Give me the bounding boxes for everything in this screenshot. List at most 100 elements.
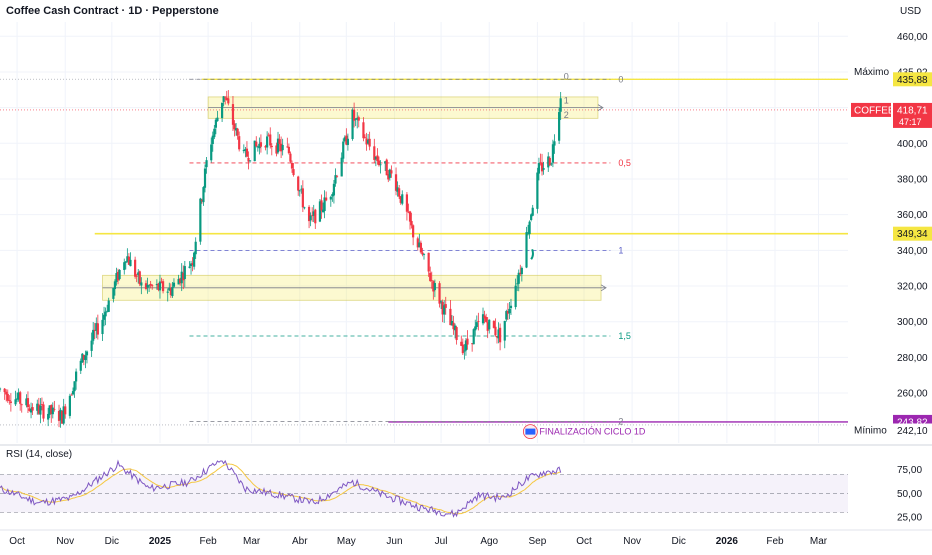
fib-levels: 0 0,5 1 1,5 2 0 1 2 xyxy=(189,71,631,427)
maximo-label: Máximo xyxy=(854,67,889,78)
price-grid xyxy=(0,22,848,443)
time-tick-label: Mar xyxy=(243,536,261,547)
candle-body xyxy=(410,220,413,226)
countdown-value: 47:17 xyxy=(899,117,922,127)
candle-body xyxy=(93,329,96,331)
candle-body xyxy=(157,283,160,290)
time-tick-label: Sep xyxy=(528,536,546,547)
rsi-label[interactable]: RSI (14, close) xyxy=(6,449,72,460)
price-tick-label: 280,00 xyxy=(897,353,928,364)
candle-body xyxy=(168,287,171,291)
candle-body xyxy=(325,197,328,201)
candle-body xyxy=(351,109,354,140)
time-tick-label: Jun xyxy=(386,536,402,547)
candle-body xyxy=(19,392,22,404)
symbol-tag-bg xyxy=(851,102,891,117)
candle-body xyxy=(519,272,522,275)
candle-body xyxy=(530,214,533,221)
candle-body xyxy=(57,411,61,421)
currency-label: USD xyxy=(900,6,921,17)
candle-body xyxy=(331,194,334,197)
candle-body xyxy=(540,162,544,172)
time-tick-label: 2026 xyxy=(716,536,739,547)
candle-body xyxy=(297,176,300,191)
candle-body xyxy=(140,282,143,286)
rsi-pane: 75,00 50,00 25,00 xyxy=(0,459,922,524)
candle-body xyxy=(307,206,311,222)
candle-body xyxy=(477,321,480,322)
time-axis[interactable]: Oct Nov Dic 2025 Feb Mar Abr May Jun Jul Ago Sep Oct… xyxy=(9,536,827,547)
candle-body xyxy=(200,200,204,201)
candle-body xyxy=(474,326,477,331)
price-axis[interactable]: 260,00 280,00 300,00 320,00 340,00 360,00 380,… xyxy=(897,32,928,400)
candle-body xyxy=(213,128,216,138)
current-tag-bg xyxy=(893,102,932,128)
candle-series xyxy=(0,90,562,428)
candle-body xyxy=(107,300,110,312)
candle-body xyxy=(28,408,31,411)
candle-body xyxy=(25,398,28,406)
candle-body xyxy=(517,272,520,284)
candle-body xyxy=(366,140,370,144)
time-tick-label: Oct xyxy=(576,536,592,547)
candle-body xyxy=(81,353,84,363)
candle-body xyxy=(259,142,263,147)
candle-body xyxy=(365,138,368,145)
candle-body xyxy=(242,149,245,152)
candle-body xyxy=(408,211,412,222)
candle-body xyxy=(542,168,545,170)
candle-body xyxy=(452,322,455,330)
candle-body xyxy=(368,138,371,147)
candle-body xyxy=(455,327,458,341)
time-tick-label: Mar xyxy=(810,536,828,547)
candle-body xyxy=(286,146,289,148)
candle-body xyxy=(5,391,8,395)
candle-body xyxy=(559,98,562,112)
candle-body xyxy=(101,319,104,335)
candle-body xyxy=(499,327,502,343)
candle-body xyxy=(340,157,343,177)
candle-body xyxy=(216,117,219,122)
candle-body xyxy=(194,241,197,255)
candle-body xyxy=(112,287,115,299)
candle-body xyxy=(151,285,154,287)
price-tick-label: 340,00 xyxy=(897,246,928,257)
small-fib-label: 0 xyxy=(564,71,569,81)
time-tick-label: Nov xyxy=(56,536,74,547)
candle-body xyxy=(233,123,236,130)
candle-body xyxy=(39,405,42,415)
flag-icon-stripe xyxy=(525,428,536,435)
candle-body xyxy=(210,144,213,161)
candle-body xyxy=(329,196,332,200)
candle-body xyxy=(388,169,391,178)
candle-body xyxy=(236,128,239,136)
time-tick-label: Ago xyxy=(480,536,498,547)
symbol-tag: COFFEE xyxy=(854,105,895,116)
candle-body xyxy=(475,322,478,327)
candle-body xyxy=(346,138,349,145)
candle-body xyxy=(258,143,261,149)
candle-body xyxy=(158,281,162,291)
candle-body xyxy=(15,398,19,400)
candle-body xyxy=(9,401,12,403)
price-tick-label: 300,00 xyxy=(897,317,928,328)
candle-body xyxy=(50,405,53,415)
candle-body xyxy=(362,122,365,139)
candle-body xyxy=(398,188,401,197)
candle-body xyxy=(516,283,519,285)
candle-body xyxy=(182,272,185,281)
rsi-tick-label: 50,00 xyxy=(897,489,922,500)
candle-body xyxy=(298,190,301,192)
candle-body xyxy=(264,145,267,148)
candle-body xyxy=(75,371,78,382)
candle-body xyxy=(116,271,120,281)
candle-body xyxy=(48,405,51,415)
candle-body xyxy=(433,283,436,291)
candle-body xyxy=(343,137,346,141)
candle-body xyxy=(244,149,247,151)
candle-body xyxy=(345,135,348,145)
level-349-tag-value: 349,34 xyxy=(897,229,928,240)
candle-body xyxy=(495,335,499,338)
